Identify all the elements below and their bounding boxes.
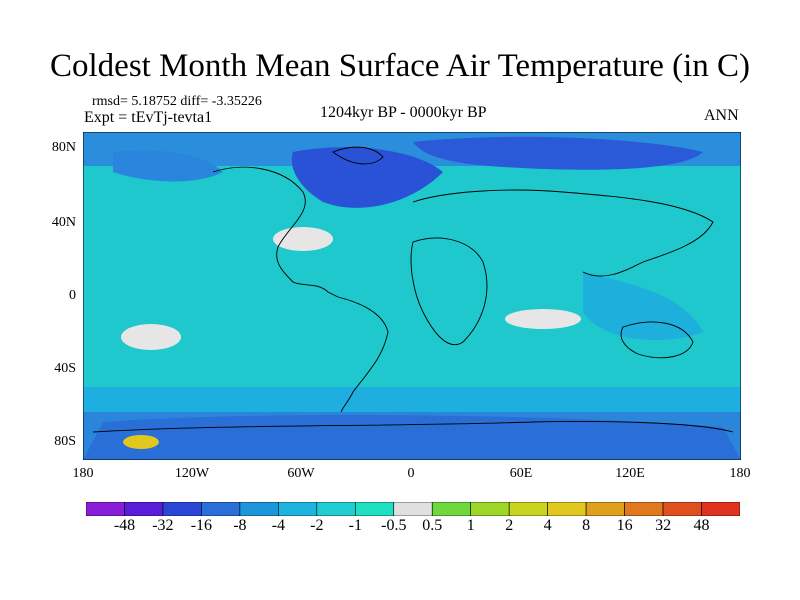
- colorbar-label: -16: [190, 517, 213, 534]
- indian-white-patch: [505, 309, 581, 329]
- lon-label-120w: 120W: [174, 466, 210, 481]
- colorbar-swatch: [508, 502, 548, 516]
- alaska-cool: [113, 150, 223, 182]
- atlantic-white-patch: [273, 227, 333, 251]
- lon-label-60e: 60E: [509, 466, 533, 481]
- lat-label-40n: 40N: [51, 215, 76, 230]
- colorbar-label: -4: [271, 517, 286, 534]
- colorbar-label: 8: [582, 517, 591, 534]
- southern-ocean-band: [83, 387, 741, 412]
- australia-coast: [620, 321, 694, 359]
- colorbar-swatch: [201, 502, 241, 516]
- north-america-cold: [291, 147, 443, 208]
- colorbar-label: -48: [113, 517, 136, 534]
- colorbar-label: 16: [616, 517, 633, 534]
- colorbar-label: -8: [233, 517, 247, 534]
- colorbar-swatch: [470, 502, 510, 516]
- lon-label-180w: 180: [72, 466, 94, 481]
- colorbar-label: 32: [655, 517, 672, 534]
- colorbar-swatch: [431, 502, 472, 516]
- greenland-coast: [332, 146, 384, 165]
- lon-label-120e: 120E: [615, 466, 645, 481]
- colorbar-swatch: [86, 502, 125, 516]
- antarctic-warm-patch: [123, 435, 159, 449]
- antarctica-coast: [92, 421, 734, 433]
- colorbar-label: 1: [466, 517, 475, 534]
- lat-label-0: 0: [69, 288, 76, 303]
- temperature-map: [83, 132, 741, 460]
- eurasia-cold: [413, 136, 703, 170]
- lon-label-0: 0: [407, 466, 415, 481]
- colorbar-label: 48: [693, 517, 710, 534]
- colorbar-swatch: [124, 502, 164, 516]
- colorbar-swatch: [239, 502, 279, 516]
- season-label: ANN: [704, 107, 739, 124]
- period-label: 1204kyr BP - 0000kyr BP: [320, 104, 487, 121]
- colorbar-label: -2: [310, 517, 324, 534]
- colorbar-label: 0.5: [422, 517, 443, 534]
- colorbar-swatch: [547, 502, 587, 516]
- colorbar-swatch: [162, 502, 202, 516]
- lat-label-80n: 80N: [51, 140, 76, 155]
- antarctica-cold: [83, 415, 741, 460]
- colorbar-label: -1: [348, 517, 362, 534]
- south-america-coast: [337, 296, 389, 413]
- colorbar-swatch: [316, 502, 356, 516]
- colorbar-swatch: [701, 502, 740, 516]
- eurasia-coast: [412, 189, 714, 277]
- pacific-white-patch: [121, 324, 181, 350]
- colorbar-swatch: [662, 502, 702, 516]
- africa-coast: [410, 237, 488, 346]
- lat-label-80s: 80S: [54, 434, 76, 449]
- stats-label: rmsd= 5.18752 diff= -3.35226: [92, 94, 262, 109]
- colorbar: [86, 502, 740, 516]
- colorbar-swatch: [585, 502, 625, 516]
- colorbar-swatch: [278, 502, 318, 516]
- lon-label-60w: 60W: [287, 466, 315, 481]
- colorbar-label: 2: [505, 517, 514, 534]
- map-title: Coldest Month Mean Surface Air Temperatu…: [50, 48, 750, 84]
- colorbar-label: 4: [543, 517, 552, 534]
- colorbar-swatch: [393, 502, 433, 516]
- north-america-coast: [212, 166, 339, 298]
- experiment-label: Expt = tEvTj-tevta1: [84, 109, 213, 126]
- colorbar-swatch: [624, 502, 664, 516]
- lon-label-180e: 180: [729, 466, 751, 481]
- colorbar-swatch: [354, 502, 395, 516]
- colorbar-label: -32: [152, 517, 174, 534]
- colorbar-label: -0.5: [381, 517, 407, 534]
- lat-label-40s: 40S: [54, 361, 76, 376]
- maritime-cool: [583, 272, 703, 341]
- coastlines: [92, 146, 734, 433]
